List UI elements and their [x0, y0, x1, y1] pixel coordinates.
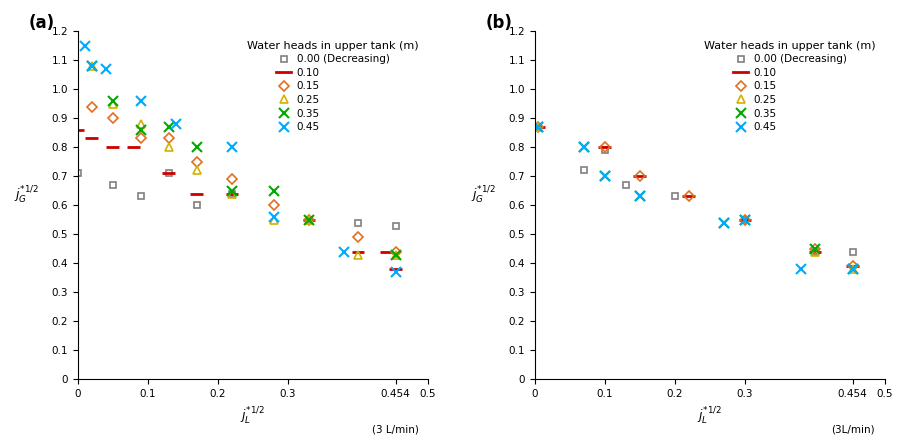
Legend: 0.00 (Decreasing), 0.10, 0.15, 0.25, 0.35, 0.45: 0.00 (Decreasing), 0.10, 0.15, 0.25, 0.3…	[699, 36, 880, 137]
Text: (3L/min): (3L/min)	[831, 425, 874, 435]
X-axis label: $j_L^{*1/2}$: $j_L^{*1/2}$	[240, 405, 266, 426]
Text: (a): (a)	[29, 14, 54, 32]
Y-axis label: $j_G^{*1/2}$: $j_G^{*1/2}$	[14, 184, 39, 205]
X-axis label: $j_L^{*1/2}$: $j_L^{*1/2}$	[697, 405, 722, 426]
Legend: 0.00 (Decreasing), 0.10, 0.15, 0.25, 0.35, 0.45: 0.00 (Decreasing), 0.10, 0.15, 0.25, 0.3…	[243, 36, 423, 137]
Text: (b): (b)	[485, 14, 512, 32]
Text: (3 L/min): (3 L/min)	[372, 425, 419, 435]
Y-axis label: $j_G^{*1/2}$: $j_G^{*1/2}$	[471, 184, 496, 205]
